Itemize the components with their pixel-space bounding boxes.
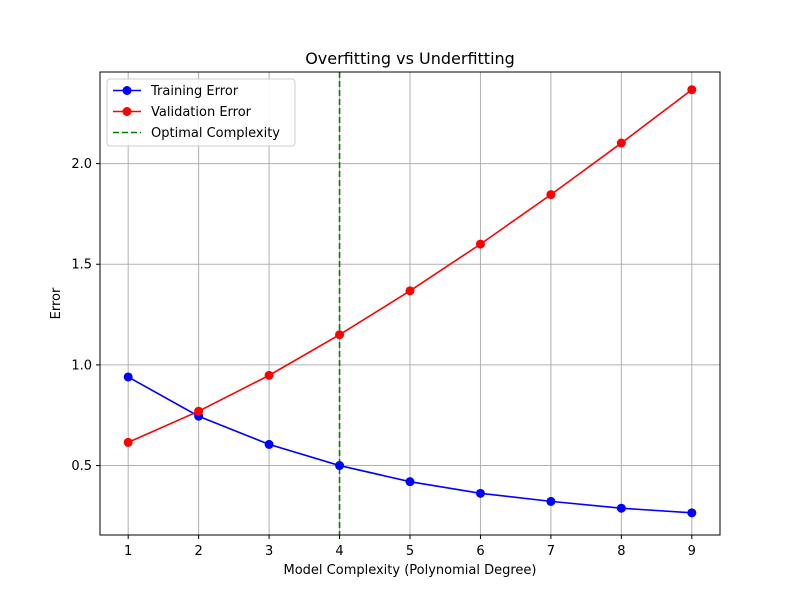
training-error-point: [546, 496, 556, 506]
validation-error-point: [475, 239, 485, 249]
series-group: [123, 85, 697, 518]
validation-error-point: [405, 286, 415, 296]
x-tick-label: 2: [194, 544, 202, 559]
validation-error-point: [616, 138, 626, 148]
y-axis-label: Error: [49, 287, 64, 319]
x-tick-label: 8: [617, 544, 625, 559]
training-error-point: [264, 439, 274, 449]
training-error-point: [123, 372, 133, 382]
x-tick-label: 6: [476, 544, 484, 559]
legend-marker-training-error: [122, 86, 132, 95]
chart-title: Overfitting vs Underfitting: [305, 49, 515, 68]
legend: Training Error Validation Error Optimal Co…: [106, 78, 296, 147]
training-error-point: [335, 461, 345, 471]
x-tick-label: 3: [265, 544, 273, 559]
y-tick-label: 1.0: [71, 358, 92, 373]
grid: [100, 72, 720, 535]
legend-label-optimal-complexity: Optimal Complexity: [151, 126, 280, 141]
x-axis: 1 2 3 4 5 6 7 8 9: [124, 535, 696, 559]
legend-label-validation-error: Validation Error: [151, 105, 252, 120]
legend-label-training-error: Training Error: [150, 84, 239, 99]
validation-error-point: [194, 406, 204, 416]
y-tick-label: 2.0: [71, 157, 92, 172]
x-tick-label: 4: [335, 544, 343, 559]
training-error-point: [475, 488, 485, 498]
training-error-point: [405, 477, 415, 487]
x-tick-label: 9: [688, 544, 696, 559]
validation-error-point: [546, 190, 556, 200]
x-tick-label: 1: [124, 544, 132, 559]
x-axis-label: Model Complexity (Polynomial Degree): [284, 563, 537, 578]
y-axis: 0.5 1.0 1.5 2.0: [71, 157, 100, 474]
training-error-point: [687, 508, 697, 518]
y-tick-label: 0.5: [71, 459, 92, 474]
y-tick-label: 1.5: [71, 258, 92, 273]
x-tick-label: 5: [406, 544, 414, 559]
legend-marker-validation-error: [122, 107, 132, 116]
legend-box: [106, 78, 296, 147]
validation-error-point: [264, 370, 274, 380]
validation-error-point: [687, 85, 697, 95]
x-tick-label: 7: [547, 544, 555, 559]
training-error-point: [616, 503, 626, 513]
validation-error-point: [335, 330, 345, 340]
validation-error-point: [123, 437, 133, 447]
